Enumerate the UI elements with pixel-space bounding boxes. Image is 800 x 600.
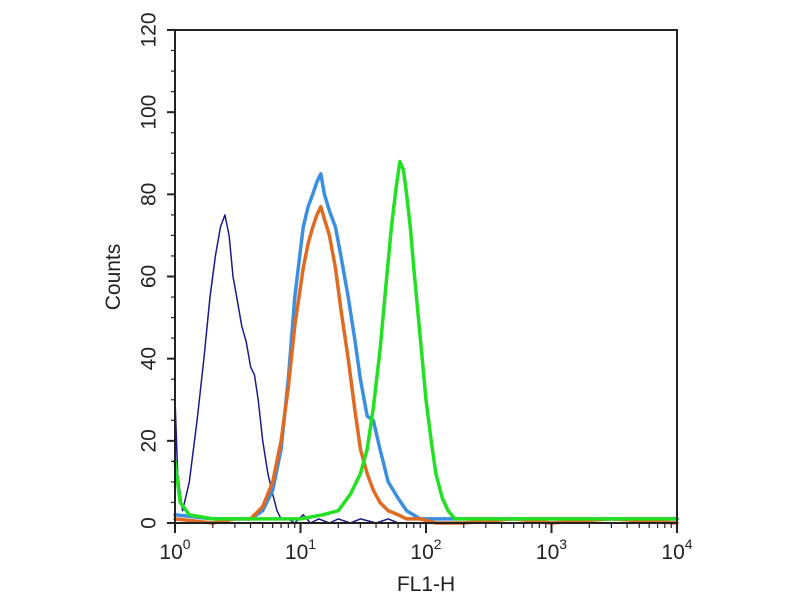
y-tick-label: 40 [137,347,160,370]
y-tick-label: 80 [137,183,160,206]
x-tick-label: 101 [285,536,316,564]
y-tick-label: 0 [137,517,160,529]
x-tick-label: 104 [661,536,692,564]
y-tick-label: 100 [137,95,160,130]
y-axis-title: Counts [102,244,125,311]
histogram-series-3 [173,204,679,525]
x-tick-label: 100 [159,536,190,564]
series-layer [173,159,679,525]
histogram-series-1 [174,214,415,524]
x-axis-title: FL1-H [397,573,455,596]
x-axis: 100 101 102 103 104 [159,523,693,564]
y-axis: 0 20 40 60 80 100 120 [137,12,175,529]
y-tick-label: 20 [137,429,160,452]
plot-background [175,30,677,523]
y-tick-label: 60 [137,265,160,288]
histogram-series-4 [173,159,679,521]
x-tick-label: 103 [536,536,567,564]
x-tick-label: 102 [410,536,441,564]
y-tick-label: 120 [137,12,160,47]
